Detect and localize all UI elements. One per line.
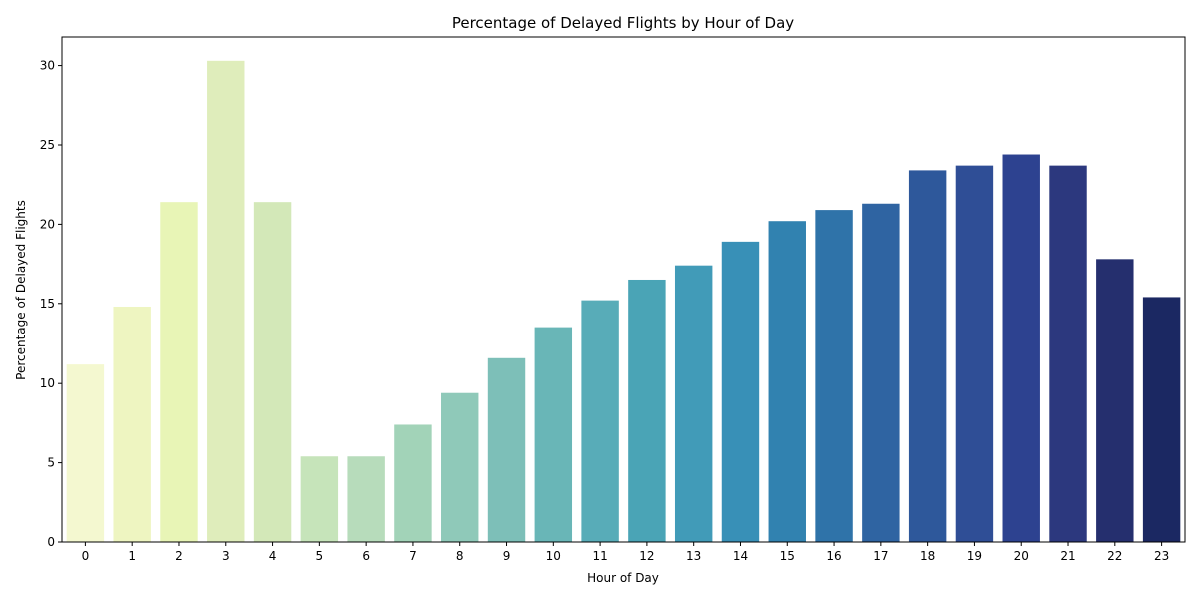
x-tick-label: 9 bbox=[503, 549, 511, 563]
bar-hour-10 bbox=[534, 327, 573, 542]
x-tick-label: 22 bbox=[1107, 549, 1122, 563]
y-tick-label: 0 bbox=[47, 535, 55, 549]
x-tick-label: 5 bbox=[316, 549, 324, 563]
x-tick-label: 18 bbox=[920, 549, 935, 563]
bar-hour-15 bbox=[768, 221, 806, 542]
x-tick-label: 15 bbox=[780, 549, 795, 563]
bar-hour-17 bbox=[862, 203, 900, 542]
x-axis-label: Hour of Day bbox=[587, 571, 659, 585]
x-tick-label: 11 bbox=[592, 549, 607, 563]
x-tick-label: 0 bbox=[82, 549, 90, 563]
bar-hour-9 bbox=[487, 357, 526, 542]
x-tick-label: 1 bbox=[128, 549, 136, 563]
y-axis-ticks: 0 5 10 15 20 25 30 bbox=[40, 59, 62, 549]
x-tick-label: 14 bbox=[733, 549, 748, 563]
y-tick-label: 25 bbox=[40, 138, 55, 152]
x-tick-label: 19 bbox=[967, 549, 982, 563]
y-tick-label: 30 bbox=[40, 59, 55, 73]
x-tick-label: 17 bbox=[873, 549, 888, 563]
bar-hour-7 bbox=[394, 424, 432, 542]
x-tick-label: 6 bbox=[362, 549, 370, 563]
bar-hour-16 bbox=[815, 210, 853, 542]
y-tick-label: 15 bbox=[40, 297, 55, 311]
x-tick-label: 16 bbox=[826, 549, 841, 563]
bar-hour-8 bbox=[441, 392, 479, 542]
x-tick-label: 2 bbox=[175, 549, 183, 563]
bar-hour-20 bbox=[1002, 154, 1040, 542]
bar-hour-3 bbox=[207, 60, 245, 542]
bar-hour-1 bbox=[113, 306, 151, 542]
bar-hour-18 bbox=[908, 170, 947, 542]
x-tick-label: 3 bbox=[222, 549, 230, 563]
bar-hour-19 bbox=[955, 165, 994, 542]
x-axis-ticks: 0 1 2 3 4 5 6 7 8 9 10 11 12 13 14 15 16 17 18 19 20 21 22 23 bbox=[82, 542, 1169, 563]
bar-hour-5 bbox=[300, 456, 339, 542]
bar-hour-14 bbox=[721, 241, 760, 543]
bar-hour-23 bbox=[1142, 297, 1181, 542]
x-tick-label: 13 bbox=[686, 549, 701, 563]
bar-hour-11 bbox=[581, 300, 619, 542]
bars-group bbox=[66, 60, 1181, 543]
x-tick-label: 21 bbox=[1060, 549, 1075, 563]
y-axis-label: Percentage of Delayed Flights bbox=[14, 200, 28, 380]
bar-hour-0 bbox=[66, 364, 105, 542]
y-tick-label: 20 bbox=[40, 217, 55, 231]
bar-hour-4 bbox=[253, 202, 292, 542]
bar-hour-21 bbox=[1049, 165, 1087, 542]
x-tick-label: 23 bbox=[1154, 549, 1169, 563]
bar-hour-22 bbox=[1096, 259, 1134, 542]
bar-hour-6 bbox=[347, 456, 385, 542]
x-tick-label: 12 bbox=[639, 549, 654, 563]
x-tick-label: 20 bbox=[1014, 549, 1029, 563]
bar-hour-13 bbox=[674, 265, 713, 542]
x-tick-label: 8 bbox=[456, 549, 464, 563]
plot-frame bbox=[61, 36, 1186, 543]
x-tick-label: 4 bbox=[269, 549, 277, 563]
x-tick-label: 10 bbox=[546, 549, 561, 563]
y-tick-label: 10 bbox=[40, 376, 55, 390]
y-tick-label: 5 bbox=[47, 456, 55, 470]
x-tick-label: 7 bbox=[409, 549, 417, 563]
chart-title: Percentage of Delayed Flights by Hour of… bbox=[452, 14, 794, 32]
bar-hour-12 bbox=[628, 279, 666, 542]
bar-hour-2 bbox=[160, 202, 198, 542]
